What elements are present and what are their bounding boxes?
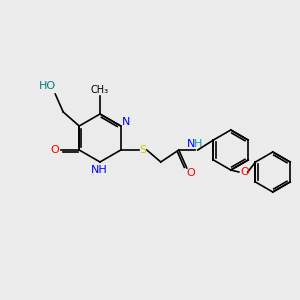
Text: NH: NH bbox=[91, 165, 107, 175]
Text: H: H bbox=[194, 139, 202, 149]
Text: O: O bbox=[240, 167, 249, 177]
Text: N: N bbox=[187, 139, 195, 149]
Text: O: O bbox=[51, 145, 60, 155]
Text: S: S bbox=[139, 145, 146, 155]
Text: CH₃: CH₃ bbox=[91, 85, 109, 95]
Text: N: N bbox=[122, 117, 130, 127]
Text: HO: HO bbox=[39, 81, 56, 91]
Text: O: O bbox=[186, 168, 195, 178]
